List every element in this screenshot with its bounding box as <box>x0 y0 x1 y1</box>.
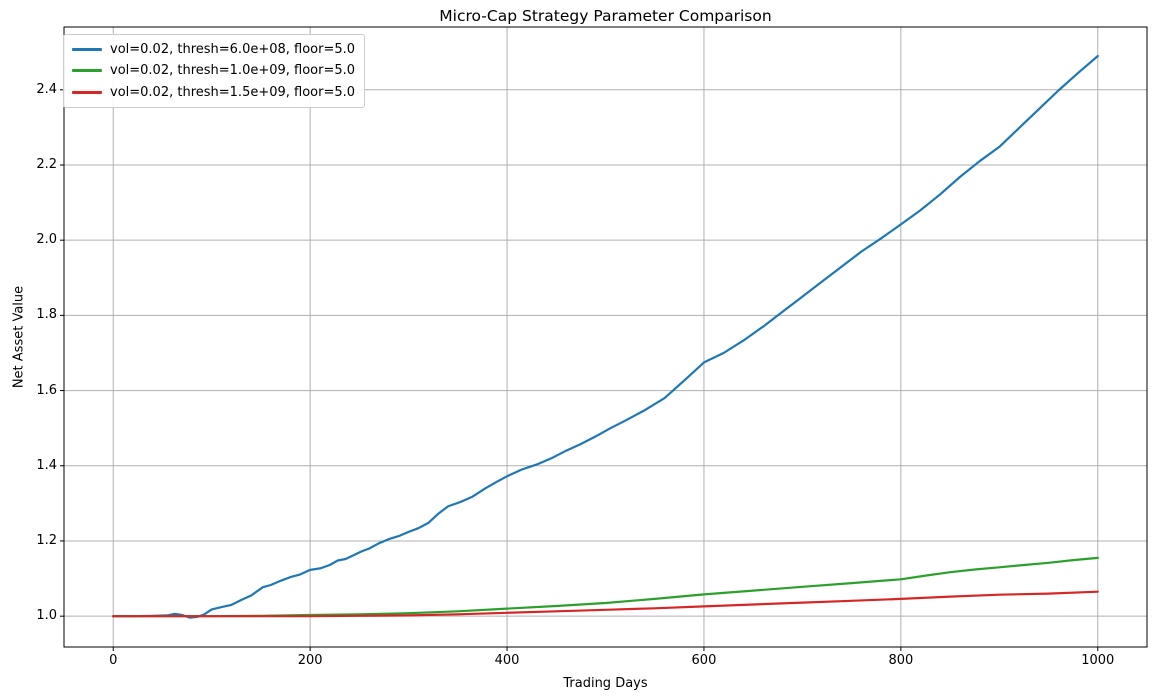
x-tick-label: 800 <box>888 653 914 668</box>
legend: vol=0.02, thresh=6.0e+08, floor=5.0 vol=… <box>63 34 366 108</box>
y-axis-label: Net Asset Value <box>11 285 27 389</box>
series-line-2 <box>112 590 1099 618</box>
y-tick-label: 1.6 <box>36 382 57 398</box>
x-tick-label: 0 <box>109 653 118 668</box>
x-tick-label: 1000 <box>1081 653 1115 668</box>
legend-line-sample-blue <box>72 47 102 51</box>
chart-title: Micro-Cap Strategy Parameter Comparison <box>439 7 772 25</box>
legend-label: vol=0.02, thresh=6.0e+08, floor=5.0 <box>110 41 356 57</box>
x-tick-label: 600 <box>691 653 717 668</box>
legend-label: vol=0.02, thresh=1.5e+09, floor=5.0 <box>110 84 356 100</box>
y-tick-label: 1.2 <box>36 532 57 548</box>
x-axis-label: Trading Days <box>563 676 648 691</box>
y-tick-label: 2.4 <box>36 81 57 97</box>
legend-line-sample-green <box>72 69 102 73</box>
y-tick-label: 2.2 <box>36 156 57 172</box>
x-tick-label: 200 <box>297 653 323 668</box>
series-line-1 <box>112 556 1099 618</box>
y-tick-label: 1.0 <box>36 608 57 624</box>
legend-label: vol=0.02, thresh=1.0e+09, floor=5.0 <box>110 63 356 79</box>
y-tick-label: 1.8 <box>36 307 57 323</box>
series-line-0 <box>112 54 1099 619</box>
legend-item: vol=0.02, thresh=1.0e+09, floor=5.0 <box>72 62 355 81</box>
legend-line-sample-red <box>72 90 102 94</box>
y-tick-label: 2.0 <box>36 232 57 248</box>
x-tick-label: 400 <box>494 653 520 668</box>
legend-item: vol=0.02, thresh=6.0e+08, floor=5.0 <box>72 40 355 59</box>
axes-frame <box>63 26 1148 648</box>
legend-item: vol=0.02, thresh=1.5e+09, floor=5.0 <box>72 83 355 102</box>
y-tick-label: 1.4 <box>36 457 57 473</box>
